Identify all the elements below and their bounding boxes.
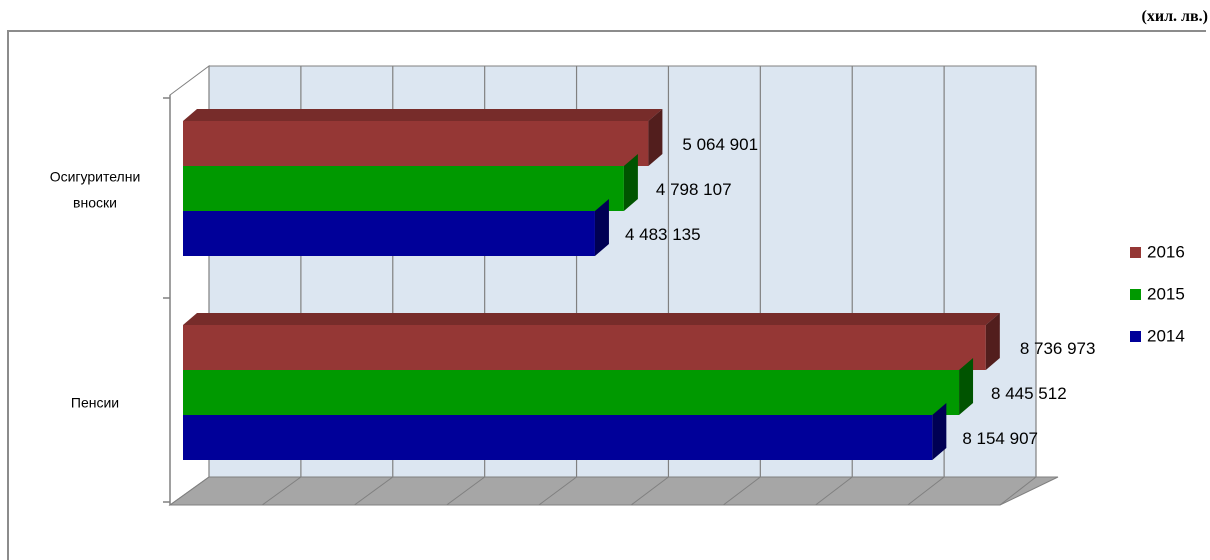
legend-label-2016: 2016 <box>1147 242 1185 261</box>
floor-gridline <box>446 476 485 506</box>
bars <box>183 109 1000 460</box>
category-label-1-1: Осигурителни <box>50 169 141 185</box>
bar-2015-1 <box>183 154 638 211</box>
floor-gridline <box>999 476 1037 506</box>
unit-label: (хил. лв.) <box>1141 8 1208 25</box>
category-labels: Осигурителни вноски Пенсии <box>50 169 141 411</box>
legend-swatch-2016 <box>1130 247 1141 258</box>
legend: 2016 2015 2014 <box>1130 242 1185 345</box>
value-label-2016-1: 5 064 901 <box>682 135 758 154</box>
category-label-2-1: Пенсии <box>71 395 119 411</box>
legend-swatch-2015 <box>1130 289 1141 300</box>
floor-gridline <box>630 476 669 506</box>
chart-frame <box>7 30 1206 560</box>
bar-2016-2 <box>183 313 1000 370</box>
bar-2014-2 <box>183 403 947 460</box>
value-label-2016-2: 8 736 973 <box>1020 339 1096 358</box>
floor-gridline <box>723 476 761 506</box>
value-label-2015-1: 4 798 107 <box>656 180 732 199</box>
bar-2014-1 <box>183 199 609 256</box>
floor <box>168 476 1059 506</box>
bar-2015-2 <box>183 358 974 415</box>
legend-label-2014: 2014 <box>1147 326 1185 345</box>
legend-label-2015: 2015 <box>1147 284 1185 303</box>
bar-2016-1 <box>183 109 663 166</box>
floor-gridline <box>815 476 853 506</box>
value-labels: 5 064 901 4 798 107 4 483 135 8 736 973 8 44… <box>625 135 1096 448</box>
category-label-1-2: вноски <box>73 195 117 211</box>
floor-gridline <box>354 476 394 506</box>
floor-gridline <box>169 476 210 506</box>
value-label-2014-1: 4 483 135 <box>625 225 701 244</box>
category-axis <box>163 95 171 505</box>
value-label-2015-2: 8 445 512 <box>991 384 1067 403</box>
floor-gridline <box>261 476 302 506</box>
value-label-2014-2: 8 154 907 <box>962 429 1038 448</box>
floor-gridline <box>907 476 945 506</box>
floor-gridline <box>538 476 577 506</box>
legend-swatch-2014 <box>1130 331 1141 342</box>
